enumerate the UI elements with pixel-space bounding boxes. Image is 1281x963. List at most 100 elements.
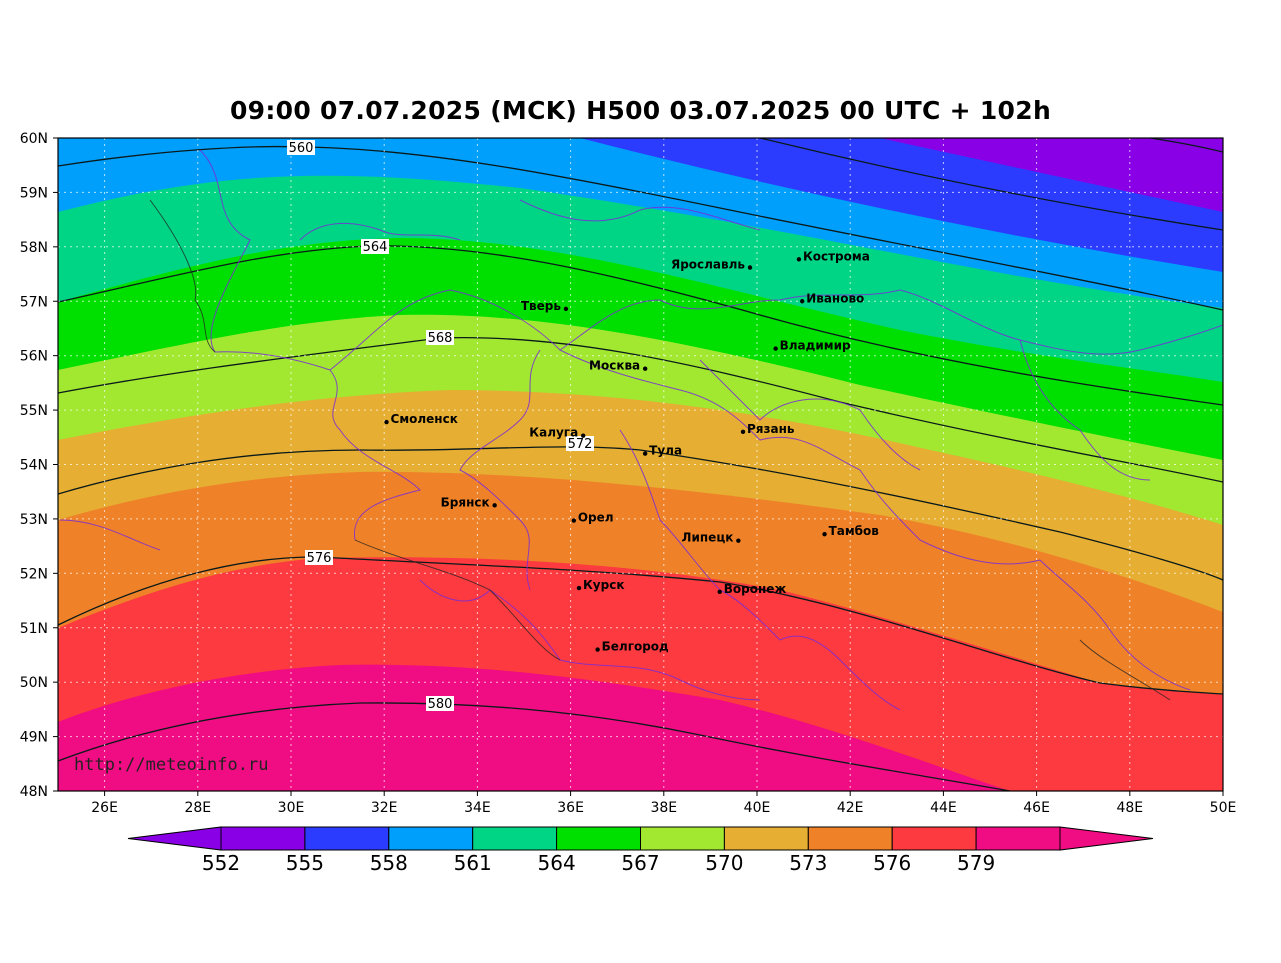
colorbar-segment [472,826,558,851]
city-dot [773,346,778,351]
city-label: Тула [649,444,682,458]
colorbar-segment [556,826,641,851]
lat-tick-label: 52N [20,566,48,582]
colorbar-tick-label: 573 [789,851,827,875]
city-label: Рязань [747,422,795,436]
colorbar: 552 555 558 561 564 567 570 573 576 579 [127,826,1154,875]
longitude-labels: 26E 28E 30E 32E 34E 36E 38E 40E 42E 44E 46E 48E 50E [91,791,1236,816]
contour-label: 560 [289,141,314,156]
colorbar-segment [220,826,306,851]
city-label: Иваново [806,291,864,305]
lon-tick-label: 46E [1023,800,1050,816]
colorbar-tick-label: 570 [705,851,743,875]
city-dot [740,429,746,435]
colorbar-tick-label: 552 [202,851,240,875]
city-label: Воронеж [724,582,787,596]
city-dot [580,433,586,438]
colorbar-extend-low [127,826,222,851]
city-dot [563,306,569,312]
contour-line-568 [58,336,1223,483]
contour-line-576 [58,556,1223,695]
lat-tick-label: 55N [20,403,48,419]
colorbar-segment [304,826,390,851]
lon-tick-label: 48E [1116,800,1143,816]
city-label: Ярославль [671,258,745,272]
city-label: Тверь [521,299,562,313]
contour-label: 568 [428,331,453,346]
lat-tick-label: 60N [20,131,48,147]
city-label: Липецк [682,531,734,545]
contour-line-560 [58,145,1223,311]
city-dot [822,531,827,537]
colorbar-segment [891,826,977,851]
city-dot [642,451,648,456]
city-dot [800,299,805,304]
city-label: Калуга [529,426,578,440]
lat-tick-label: 58N [20,240,48,256]
city-markers: Кострома Ярославль Иваново Тверь Владимир Мос… [384,249,880,654]
colorbar-segment [640,826,725,851]
lat-tick-label: 54N [20,458,48,474]
city-dot [796,257,802,262]
lon-tick-label: 34E [464,800,491,816]
city-dot [571,518,577,523]
lon-tick-label: 44E [930,800,957,816]
contour-label: 576 [307,551,332,566]
contour-line-north-1 [759,138,1223,231]
colorbar-tick-label: 564 [538,851,576,875]
colorbar-tick-label: 555 [286,851,324,875]
lat-tick-label: 53N [20,512,48,528]
colorbar-tick-label: 576 [873,851,911,875]
city-dot [595,647,600,652]
lon-tick-label: 36E [557,800,584,816]
colorbar-tick-label: 558 [370,851,408,875]
colorbar-tick-label: 579 [957,851,995,875]
city-label: Москва [589,359,640,373]
lon-tick-label: 30E [278,800,305,816]
city-label: Орел [578,511,614,525]
lat-tick-label: 49N [20,730,48,746]
lat-tick-label: 57N [20,294,48,310]
latitude-labels: 60N 59N 58N 57N 56N 55N 54N 53N 52N 51N 50N 49N 48N [20,131,58,800]
lat-tick-label: 59N [20,185,48,201]
contour-line-572 [58,446,1223,581]
contour-lines [58,138,1223,791]
city-dot [736,538,741,543]
lat-tick-label: 48N [20,784,48,800]
contour-label: 580 [428,697,453,712]
lon-tick-label: 40E [744,800,771,816]
colorbar-tick-label: 561 [454,851,492,875]
contour-labels: 560 564 568 572 576 580 [287,140,594,712]
city-dot [576,585,582,591]
city-label: Курск [583,578,624,592]
lat-tick-label: 51N [20,621,48,637]
city-label: Брянск [441,495,490,509]
country-borders [149,199,1171,701]
colorbar-segment [723,826,809,851]
map-title: 09:00 07.07.2025 (MCK) H500 03.07.2025 0… [229,96,1052,125]
colorbar-extend-high [1059,826,1154,851]
city-label: Смоленск [391,412,458,426]
region-borders [59,149,1223,711]
watermark-text: http://meteoinfo.ru [74,755,268,775]
band-579-582 [58,664,1010,791]
lon-tick-label: 38E [650,800,677,816]
lon-tick-label: 32E [371,800,398,816]
city-dot [717,589,722,595]
city-label: Кострома [803,249,870,263]
lat-tick-label: 50N [20,675,48,691]
lon-tick-label: 42E [837,800,864,816]
contour-label: 564 [363,240,388,255]
colorbar-segment [807,826,893,851]
city-label: Тамбов [829,524,880,538]
contour-line-north-2 [1149,138,1223,153]
colorbar-segment [388,826,474,851]
lon-tick-label: 50E [1210,800,1237,816]
lon-tick-label: 26E [91,800,118,816]
lat-tick-label: 56N [20,349,48,365]
city-dot [384,419,389,425]
city-dot [642,366,648,371]
city-dot [492,503,497,508]
colorbar-tick-label: 567 [621,851,659,875]
